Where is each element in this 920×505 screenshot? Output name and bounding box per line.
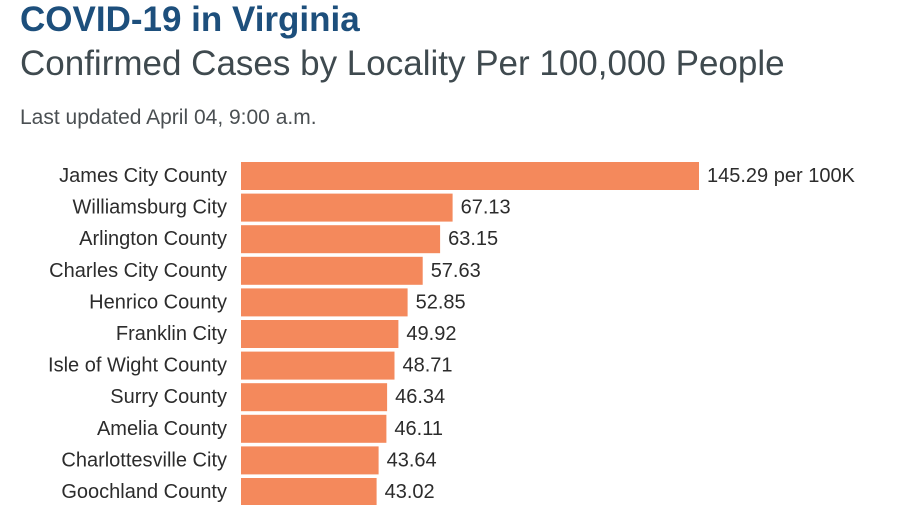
last-updated-text: Last updated April 04, 9:00 a.m. (20, 106, 317, 129)
category-label: Charles City County (49, 260, 227, 282)
value-label: 46.11 (394, 418, 443, 440)
value-label: 57.63 (431, 260, 481, 282)
bar (241, 256, 423, 285)
bar (241, 225, 441, 254)
bar (241, 478, 377, 505)
bar (241, 414, 387, 443)
bar (241, 162, 699, 190)
value-label: 63.15 (448, 228, 498, 250)
value-label: 48.71 (403, 355, 453, 377)
category-label: Charlottesville City (61, 449, 227, 471)
value-label: 46.34 (395, 386, 445, 408)
category-label: Henrico County (89, 291, 227, 313)
category-label: Amelia County (97, 418, 227, 440)
bar (241, 383, 388, 412)
value-label: 43.02 (385, 481, 435, 503)
bar (241, 351, 395, 380)
category-label: Williamsburg City (73, 197, 227, 219)
chart-title: COVID-19 in Virginia (20, 0, 360, 39)
bar (241, 288, 408, 317)
category-label: James City County (59, 165, 227, 187)
value-label: 52.85 (416, 291, 466, 313)
value-label: 49.92 (406, 323, 456, 345)
value-label: 67.13 (461, 197, 511, 219)
category-label: Arlington County (79, 228, 227, 250)
bar (241, 320, 399, 348)
category-label: Isle of Wight County (48, 355, 227, 377)
value-label: 43.64 (387, 449, 437, 471)
value-label: 145.29 per 100K (707, 165, 856, 187)
category-label: Goochland County (61, 481, 227, 503)
chart-subtitle: Confirmed Cases by Locality Per 100,000 … (20, 44, 785, 83)
bar (241, 446, 379, 475)
category-label: Surry County (110, 386, 227, 408)
bar (241, 193, 453, 222)
category-label: Franklin City (116, 323, 227, 345)
